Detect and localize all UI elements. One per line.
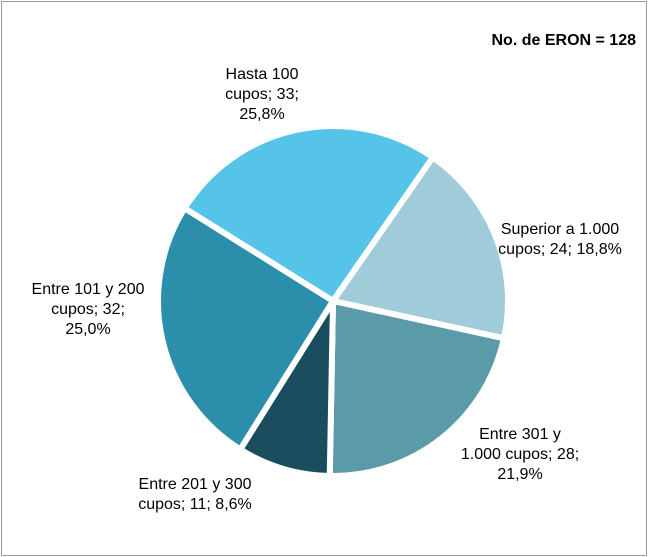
pie-slice bbox=[326, 298, 507, 479]
pie-slice bbox=[155, 205, 336, 453]
data-label: Hasta 100 cupos; 33; 25,8% bbox=[225, 66, 299, 123]
data-label: Entre 101 y 200 cupos; 32; 25,0% bbox=[31, 281, 145, 338]
pie-slice bbox=[181, 123, 436, 304]
pie-slice bbox=[330, 154, 511, 342]
data-label: Superior a 1.000 cupos; 24; 18,8% bbox=[498, 221, 622, 258]
data-label: Entre 201 y 300 cupos; 11; 8,6% bbox=[138, 476, 252, 513]
data-label: Entre 301 y 1.000 cupos; 28; 21,9% bbox=[460, 426, 580, 483]
chart-title: No. de ERON = 128 bbox=[491, 32, 637, 49]
